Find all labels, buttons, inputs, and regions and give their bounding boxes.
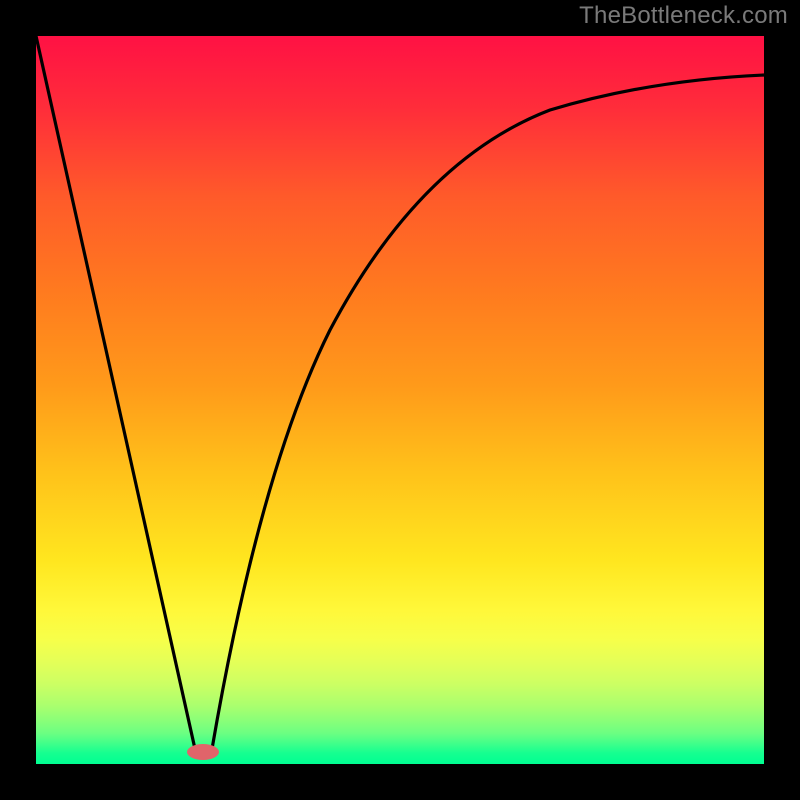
watermark-text: TheBottleneck.com	[579, 2, 788, 30]
optimal-marker	[187, 744, 219, 760]
bottleneck-chart	[0, 0, 800, 800]
chart-plot-area	[36, 36, 764, 764]
